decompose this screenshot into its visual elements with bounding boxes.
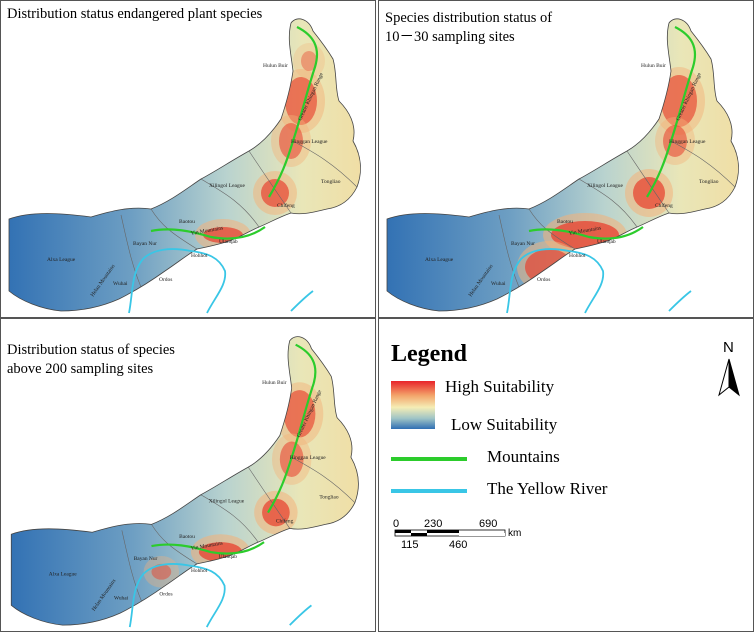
place-label-tongliao: Tongliao [699, 179, 719, 185]
place-label-alxa: Alxa League [425, 257, 454, 263]
place-label-baotou: Baotou [557, 219, 573, 225]
place-label-yinmt: Yin Mountains [568, 225, 601, 237]
legend-river-label: The Yellow River [487, 479, 608, 498]
place-label-hulun: Hulun Buir [262, 380, 287, 386]
map-panel-3: Distribution status of species above 200… [0, 318, 376, 632]
panel-title: Distribution status endangered plant spe… [7, 6, 263, 22]
place-label-hinggan: Hinggan League [291, 139, 328, 145]
place-label-tongliao: Tongliao [319, 495, 338, 501]
place-label-hohhot: Hohhot [191, 568, 208, 574]
scale-tick-115: 115 [401, 539, 419, 551]
place-label-ordos: Ordos [159, 591, 172, 597]
place-label-alxa: Alxa League [47, 257, 76, 263]
scale-unit: km [508, 528, 521, 539]
place-label-chifeng: Chifeng [655, 202, 673, 209]
place-label-hohhot: Hohhot [191, 253, 208, 259]
place-label-hinggan: Hinggan League [290, 455, 327, 461]
map-panel-2: Species distribution status of 10－30 sam… [378, 0, 754, 318]
scale-tick-0: 0 [393, 518, 399, 530]
place-label-bayan: Bayan Nur [511, 241, 535, 247]
panel-title: Distribution status of species above 200… [7, 342, 175, 377]
scale-tick-690: 690 [479, 518, 497, 530]
scale-tick-230: 230 [424, 518, 442, 530]
north-arrow-icon [718, 358, 740, 397]
legend-mountains-label: Mountains [487, 447, 560, 466]
scale-bar: 0 230 690 km 115 460 [393, 518, 521, 551]
panel-title: Species distribution status of 10－30 sam… [385, 10, 553, 45]
place-label-chifeng: Chifeng [276, 517, 294, 524]
place-label-wuhai: Wuhai [113, 281, 128, 287]
place-label-ulanqab: Ulanqab [597, 239, 616, 245]
map-panel-1: Distribution status endangered plant spe… [0, 0, 376, 318]
place-label-bayan: Bayan Nur [133, 241, 157, 247]
place-label-ordos: Ordos [159, 277, 172, 283]
scale-tick-460: 460 [449, 539, 467, 551]
legend-panel: Legend High Suitability Low Suitability … [378, 318, 754, 632]
place-label-hohhot: Hohhot [569, 253, 586, 259]
place-label-hulun: Hulun Buir [641, 63, 666, 69]
legend-low-label: Low Suitability [451, 415, 558, 434]
place-label-tongliao: Tongliao [321, 179, 341, 185]
place-label-chifeng: Chifeng [277, 202, 295, 209]
place-label-bayan: Bayan Nur [134, 556, 158, 562]
place-label-hulun: Hulun Buir [263, 63, 288, 69]
place-label-xilingol: Xilingol League [209, 183, 245, 189]
place-label-baotou: Baotou [179, 534, 195, 540]
river-line-swatch [391, 489, 467, 493]
place-label-yinmt: Yin Mountains [190, 540, 223, 552]
suitability-gradient [391, 381, 435, 429]
place-label-ordos: Ordos [537, 277, 550, 283]
place-label-baotou: Baotou [179, 219, 195, 225]
place-label-alxa: Alxa League [49, 572, 77, 578]
place-label-xilingol: Xilingol League [587, 183, 623, 189]
place-label-hinggan: Hinggan League [669, 139, 706, 145]
legend-title: Legend [391, 341, 468, 367]
place-label-ulanqab: Ulanqab [219, 239, 238, 245]
place-label-wuhai: Wuhai [114, 595, 129, 601]
place-label-wuhai: Wuhai [491, 281, 506, 287]
legend-high-label: High Suitability [445, 377, 555, 396]
place-label-yinmt: Yin Mountains [190, 225, 223, 237]
north-label: N [723, 339, 734, 356]
place-label-ulanqab: Ulanqab [219, 554, 238, 560]
mountains-line-swatch [391, 457, 467, 461]
place-label-xilingol: Xilingol League [209, 499, 245, 505]
